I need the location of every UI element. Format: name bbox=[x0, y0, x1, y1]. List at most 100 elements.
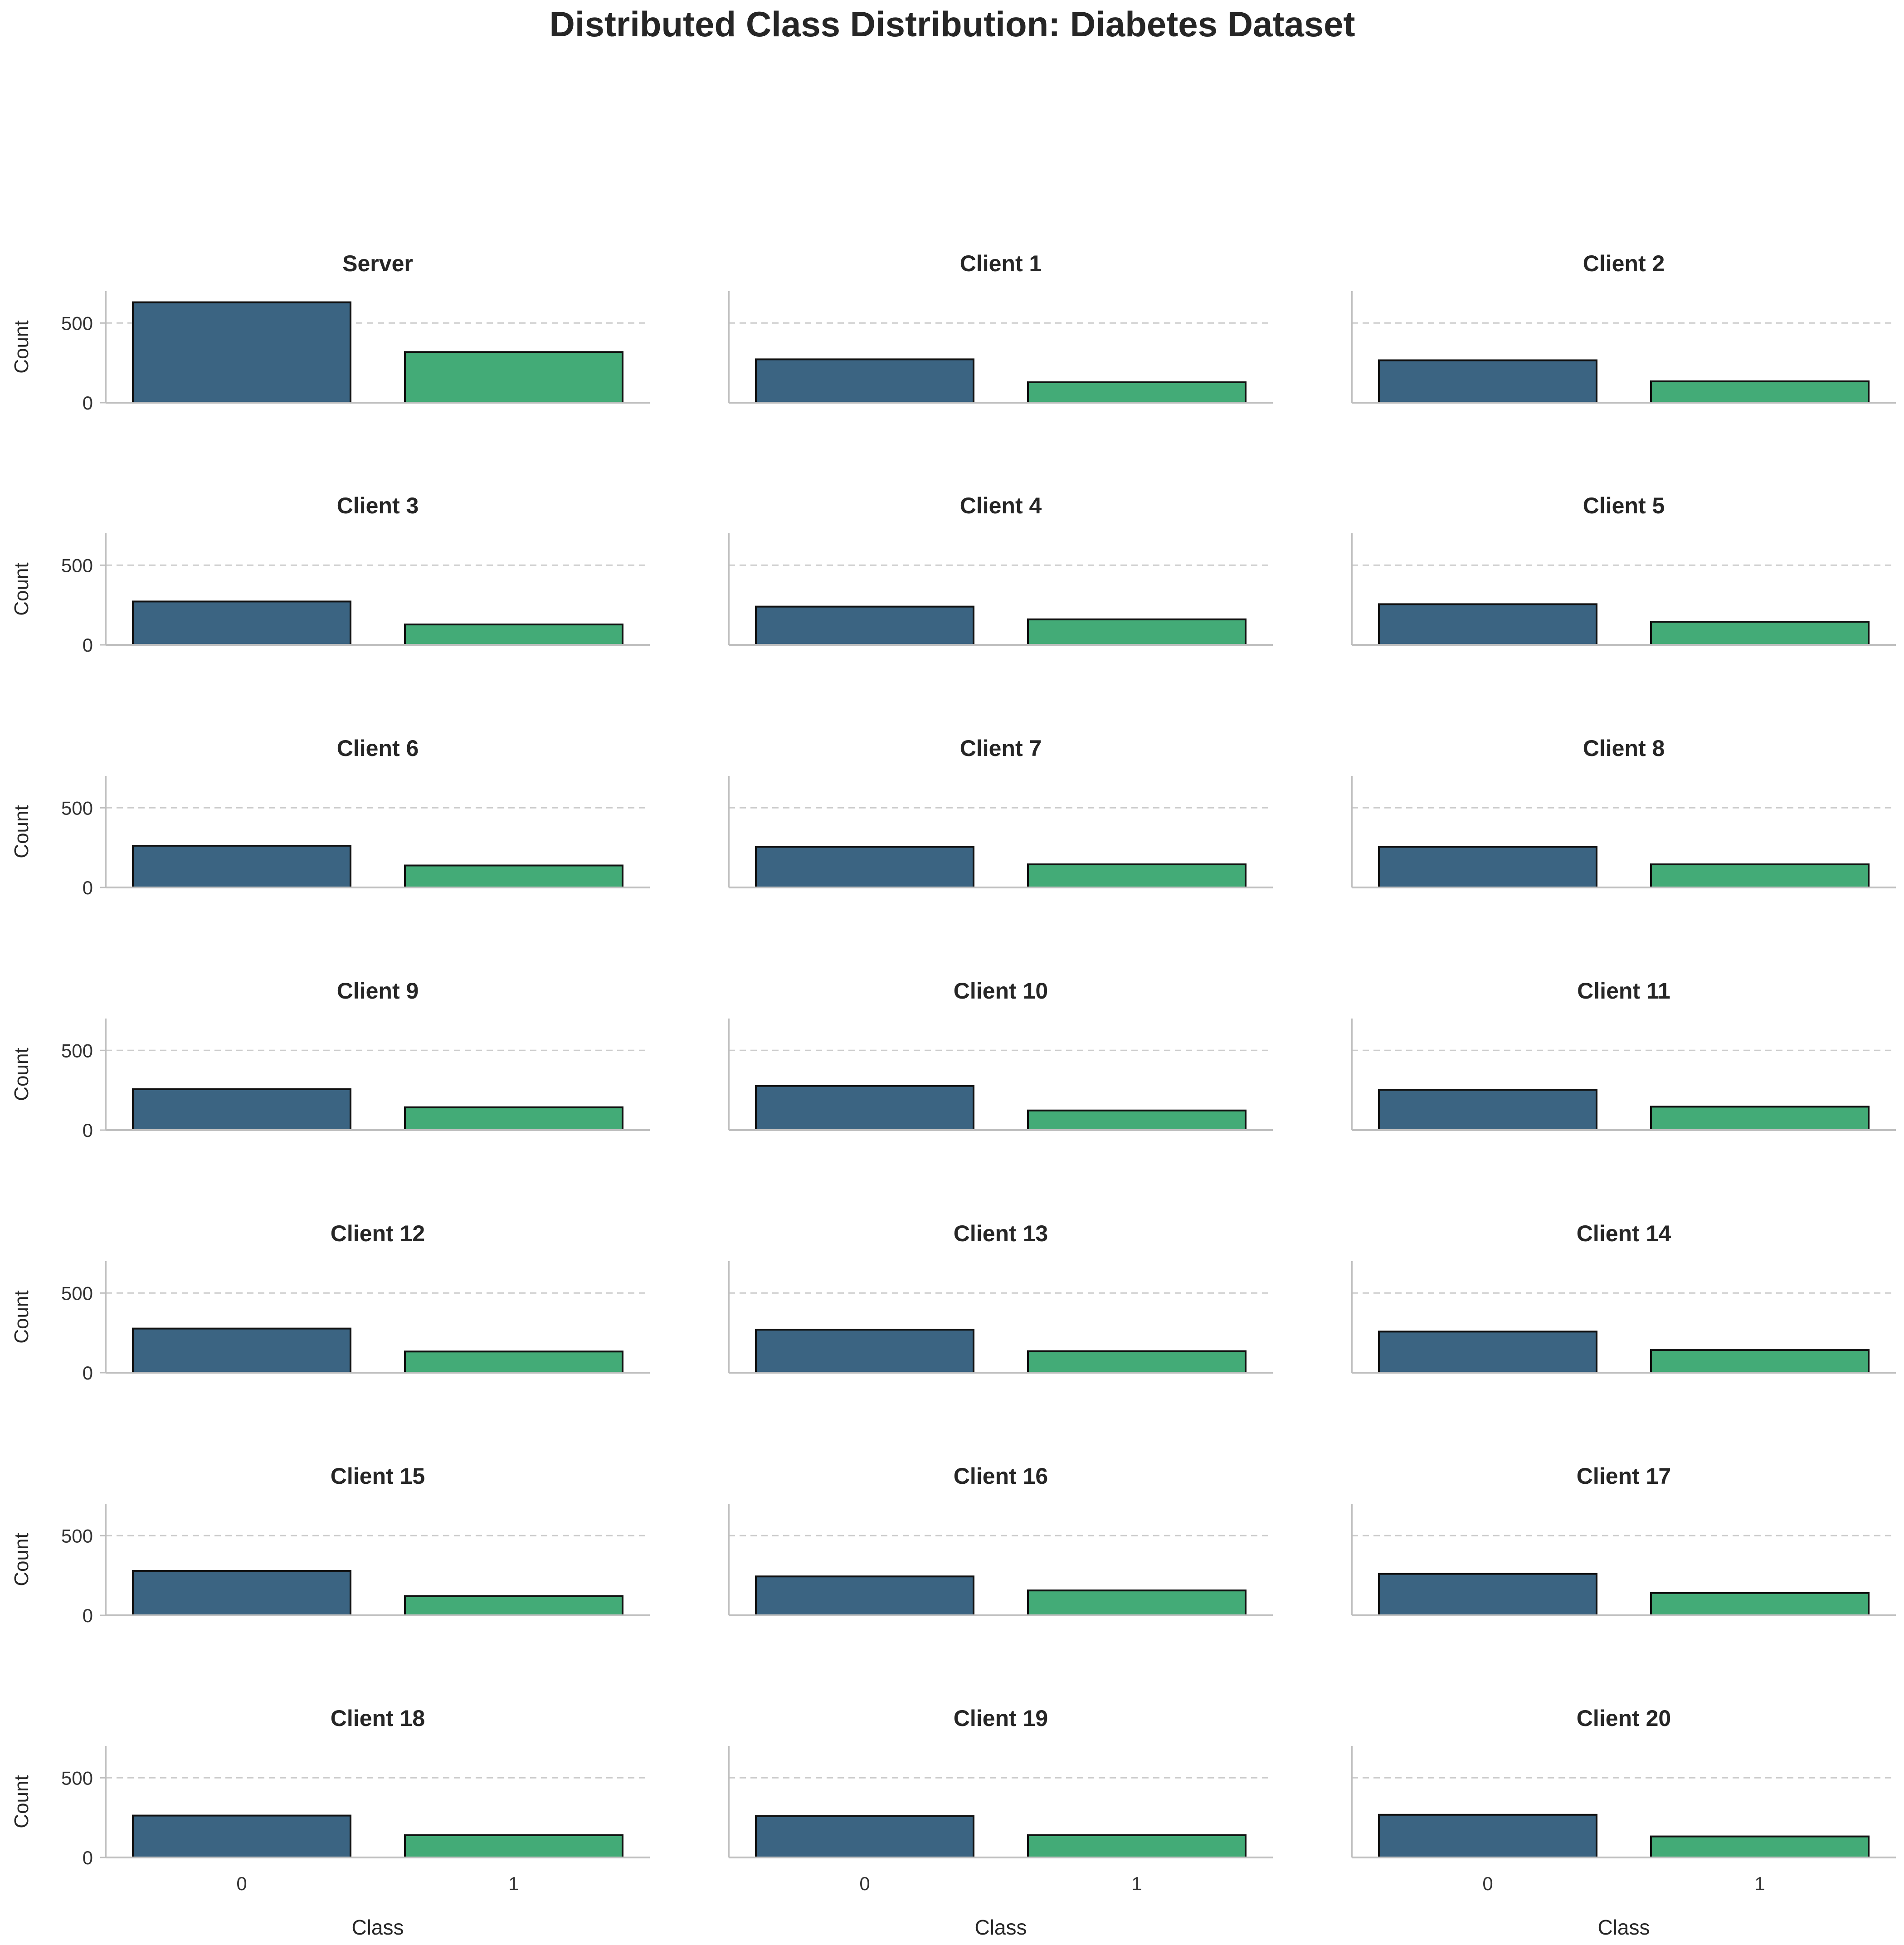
subplot-client-18: Client 18 0 500 Count 0 1 Class bbox=[10, 1706, 650, 1939]
subplot-title: Client 1 bbox=[960, 251, 1042, 276]
subplot-title: Client 2 bbox=[1583, 251, 1665, 276]
x-axis-label: Class bbox=[351, 1916, 404, 1939]
y-tick-label: 500 bbox=[61, 1282, 93, 1304]
subplot-title: Client 4 bbox=[960, 493, 1042, 518]
y-tick-label: 500 bbox=[61, 1525, 93, 1546]
subplot-client-16: Client 16 bbox=[728, 1463, 1273, 1617]
subplot-title: Client 14 bbox=[1577, 1221, 1671, 1246]
y-tick-label: 0 bbox=[83, 1847, 93, 1868]
bar-class-0 bbox=[755, 605, 974, 646]
y-tick-label: 0 bbox=[83, 634, 93, 656]
bar-class-0 bbox=[132, 1327, 351, 1374]
subplot-title: Client 16 bbox=[954, 1463, 1048, 1489]
subplot-title: Client 3 bbox=[337, 493, 419, 518]
bar-class-0 bbox=[1378, 1573, 1597, 1617]
bar-class-0 bbox=[1378, 1331, 1597, 1374]
bar-class-0 bbox=[755, 1815, 974, 1859]
bar-class-0 bbox=[132, 1088, 351, 1131]
bar-class-1 bbox=[1027, 1350, 1247, 1374]
subplot-title: Client 9 bbox=[337, 978, 419, 1004]
y-axis-label: Count bbox=[10, 562, 33, 615]
bar-class-0 bbox=[132, 1570, 351, 1616]
bar-class-1 bbox=[1027, 1109, 1247, 1131]
bar-class-0 bbox=[1378, 846, 1597, 889]
bar-class-0 bbox=[755, 1575, 974, 1617]
bar-class-0 bbox=[1378, 359, 1597, 404]
subplot-client-2: Client 2 bbox=[1351, 251, 1896, 404]
bar-class-1 bbox=[1027, 1589, 1247, 1617]
bar-class-1 bbox=[404, 1106, 623, 1131]
bar-class-1 bbox=[404, 1350, 623, 1374]
bar-class-0 bbox=[132, 600, 351, 646]
y-axis-label: Count bbox=[10, 805, 33, 858]
y-tick-label: 500 bbox=[61, 555, 93, 576]
subplot-client-3: Client 3 0 500 Count bbox=[10, 493, 650, 656]
bar-class-0 bbox=[1378, 1089, 1597, 1131]
bar-class-1 bbox=[1650, 380, 1870, 404]
x-tick-label: 1 bbox=[1131, 1873, 1142, 1894]
bar-class-1 bbox=[404, 864, 623, 888]
y-axis-label: Count bbox=[10, 320, 33, 373]
subplot-server: Server 0 500 Count bbox=[10, 251, 650, 414]
x-tick-label: 0 bbox=[236, 1873, 247, 1894]
subplot-title: Client 15 bbox=[331, 1463, 425, 1489]
subplot-title: Server bbox=[342, 251, 413, 276]
bar-class-1 bbox=[404, 624, 623, 646]
y-tick-label: 500 bbox=[61, 312, 93, 334]
x-axis-label: Class bbox=[1597, 1916, 1650, 1939]
y-tick-label: 0 bbox=[83, 1120, 93, 1141]
bar-class-1 bbox=[1650, 1349, 1870, 1374]
subplot-title: Client 20 bbox=[1577, 1706, 1671, 1731]
subplot-title: Client 13 bbox=[954, 1221, 1048, 1246]
x-tick-label: 0 bbox=[1482, 1873, 1493, 1894]
bar-class-0 bbox=[132, 1814, 351, 1858]
bar-class-0 bbox=[755, 358, 974, 404]
subplot-client-7: Client 7 bbox=[728, 736, 1273, 889]
bar-class-1 bbox=[1650, 1106, 1870, 1131]
subplot-title: Client 8 bbox=[1583, 736, 1665, 761]
subplot-client-11: Client 11 bbox=[1351, 978, 1896, 1131]
y-tick-label: 500 bbox=[61, 797, 93, 819]
subplot-title: Client 7 bbox=[960, 736, 1042, 761]
x-tick-label: 0 bbox=[859, 1873, 870, 1894]
bar-class-1 bbox=[404, 351, 623, 404]
y-tick-label: 0 bbox=[83, 1362, 93, 1384]
y-tick-label: 500 bbox=[61, 1040, 93, 1061]
subplot-client-15: Client 15 0 500 Count bbox=[10, 1463, 650, 1626]
subplot-title: Client 11 bbox=[1577, 978, 1670, 1004]
y-axis-label: Count bbox=[10, 1290, 33, 1343]
subplot-client-6: Client 6 0 500 Count bbox=[10, 736, 650, 898]
subplot-client-8: Client 8 bbox=[1351, 736, 1896, 889]
subplot-client-13: Client 13 bbox=[728, 1221, 1273, 1374]
subplot-client-17: Client 17 bbox=[1351, 1463, 1896, 1617]
bar-class-1 bbox=[1027, 1834, 1247, 1859]
bar-class-0 bbox=[1378, 603, 1597, 646]
y-tick-label: 0 bbox=[83, 392, 93, 414]
bar-class-0 bbox=[755, 1329, 974, 1374]
subplot-title: Client 10 bbox=[954, 978, 1048, 1004]
subplot-title: Client 19 bbox=[954, 1706, 1048, 1731]
y-axis-label: Count bbox=[10, 1533, 33, 1586]
bar-class-0 bbox=[1378, 1813, 1597, 1858]
bar-class-1 bbox=[1027, 863, 1247, 888]
subplot-grid: Server 0 500 Count Client 1 Client 2 Client 3 0… bbox=[10, 251, 1896, 1939]
subplot-client-5: Client 5 bbox=[1351, 493, 1896, 646]
bar-class-1 bbox=[1027, 618, 1247, 646]
bar-class-1 bbox=[404, 1595, 623, 1616]
subplot-client-9: Client 9 0 500 Count bbox=[10, 978, 650, 1141]
subplot-client-19: Client 19 0 1 Class bbox=[728, 1706, 1273, 1939]
bar-class-1 bbox=[1650, 1592, 1870, 1617]
subplot-client-1: Client 1 bbox=[728, 251, 1273, 404]
subplot-client-12: Client 12 0 500 Count bbox=[10, 1221, 650, 1384]
x-tick-label: 1 bbox=[1754, 1873, 1765, 1894]
subplot-title: Client 6 bbox=[337, 736, 419, 761]
figure-title: Distributed Class Distribution: Diabetes… bbox=[549, 4, 1355, 44]
bar-class-1 bbox=[1650, 1835, 1870, 1858]
bar-class-1 bbox=[1650, 863, 1870, 888]
subplot-title: Client 12 bbox=[331, 1221, 425, 1246]
bar-class-0 bbox=[755, 846, 974, 889]
subplot-client-20: Client 20 0 1 Class bbox=[1351, 1706, 1896, 1939]
y-axis-label: Count bbox=[10, 1048, 33, 1101]
bar-class-0 bbox=[132, 844, 351, 888]
